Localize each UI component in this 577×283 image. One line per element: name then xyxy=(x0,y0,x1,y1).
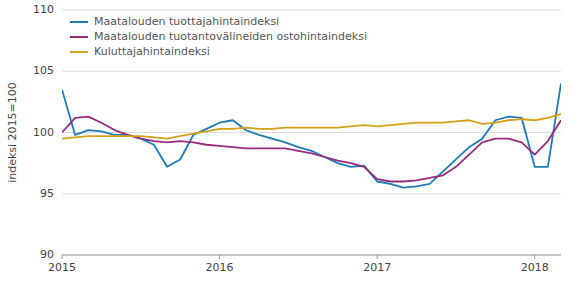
legend: Maatalouden tuottajahintaindeksi Maatalou… xyxy=(70,15,367,58)
y-tick-label: 105 xyxy=(33,64,54,77)
y-tick-label: 100 xyxy=(33,126,54,139)
series-line xyxy=(62,117,561,182)
y-tick-label: 90 xyxy=(40,248,54,261)
x-tick-label: 2015 xyxy=(48,261,76,274)
x-tick xyxy=(219,255,220,259)
y-tick-label: 95 xyxy=(40,187,54,200)
y-axis-label: indeksi 2015=100 xyxy=(6,82,19,183)
legend-swatch xyxy=(70,51,88,53)
chart: 90 95 100 105 110 2015 2016 2017 2018 indeksi 201… xyxy=(0,0,577,283)
x-tick xyxy=(377,255,378,259)
y-tick-label: 110 xyxy=(33,3,54,16)
legend-label: Maatalouden tuottajahintaindeksi xyxy=(94,15,279,28)
legend-label: Maatalouden tuotantovälineiden ostohinta… xyxy=(94,30,367,43)
grid-line xyxy=(62,255,561,256)
series-line xyxy=(62,114,561,139)
plot-lines xyxy=(62,84,561,188)
grid-line xyxy=(62,10,561,11)
x-axis-line xyxy=(62,255,561,256)
x-tick xyxy=(62,255,63,259)
y-grid xyxy=(62,10,561,255)
legend-label: Kuluttajahintaindeksi xyxy=(94,45,210,58)
legend-swatch xyxy=(70,21,88,23)
x-tick-label: 2016 xyxy=(206,261,234,274)
legend-swatch xyxy=(70,36,88,38)
grid-line xyxy=(62,71,561,72)
x-tick-label: 2018 xyxy=(521,261,549,274)
x-tick xyxy=(534,255,535,259)
grid-line xyxy=(62,193,561,194)
series-line xyxy=(62,84,561,188)
x-tick-label: 2017 xyxy=(363,261,391,274)
